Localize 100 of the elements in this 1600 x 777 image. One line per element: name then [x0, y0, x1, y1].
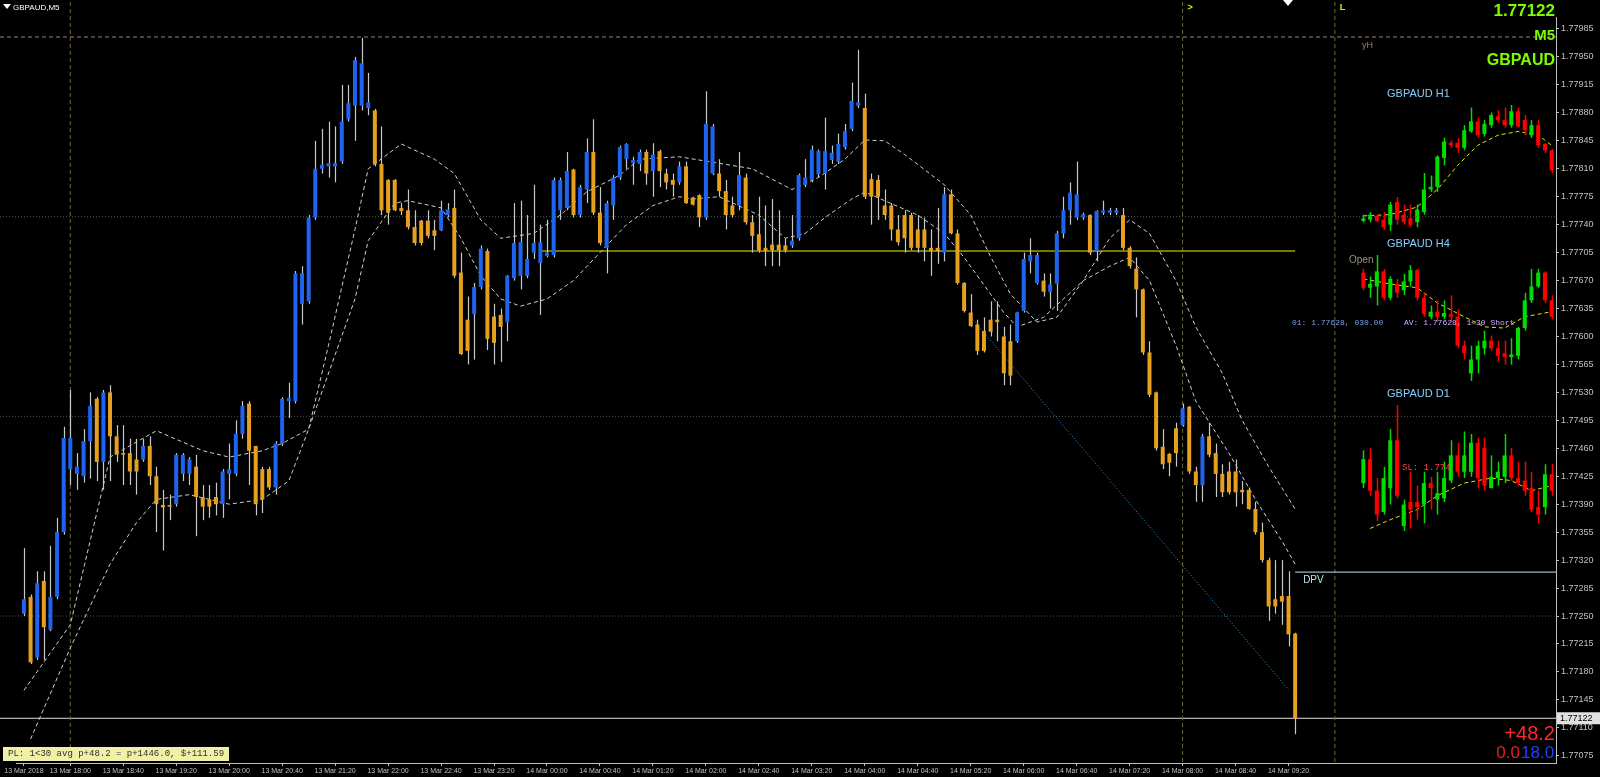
- candlestick: [1246, 486, 1251, 511]
- y-tick-label: 1.77600: [1561, 330, 1594, 341]
- candlestick: [1361, 449, 1366, 489]
- candlestick: [631, 156, 636, 186]
- y-tick-label: 1.77705: [1561, 247, 1594, 258]
- candlestick: [1408, 471, 1413, 530]
- candlestick: [1442, 299, 1447, 321]
- ref-line-label: 1.77122: [1560, 712, 1593, 723]
- candlestick: [650, 142, 655, 198]
- candlestick: [763, 204, 768, 267]
- candlestick: [750, 214, 755, 254]
- y-tick-label: 1.77565: [1561, 358, 1594, 369]
- annotation: +48.2: [1504, 721, 1555, 744]
- y-tick-label: 1.77250: [1561, 610, 1594, 621]
- candlestick: [770, 198, 775, 267]
- chart-title: GBPAUD D1: [1387, 387, 1450, 400]
- candlestick: [1374, 477, 1379, 522]
- candlestick: [929, 228, 933, 277]
- candlestick: [1462, 124, 1467, 152]
- candlestick: [842, 123, 847, 151]
- annotation: 01: 1.77628, 030.00: [1292, 318, 1384, 328]
- candlestick: [1509, 447, 1514, 482]
- candlestick: [531, 184, 536, 260]
- candlestick: [1220, 463, 1225, 498]
- candlestick: [1415, 484, 1420, 521]
- annotation: Open: [1349, 253, 1374, 265]
- candlestick: [968, 293, 973, 328]
- candlestick: [538, 224, 543, 316]
- y-tick-label: 1.77845: [1561, 135, 1594, 146]
- chart-title: GBPAUD,M5: [13, 3, 61, 13]
- candlestick: [1516, 106, 1521, 129]
- candlestick: [1462, 339, 1467, 361]
- candlestick: [21, 547, 26, 617]
- y-tick-label: 1.77775: [1561, 191, 1594, 202]
- candlestick: [1408, 264, 1413, 288]
- candlestick: [1074, 160, 1079, 221]
- y-tick-label: 1.77215: [1561, 638, 1594, 649]
- candlestick: [756, 196, 761, 254]
- candlestick: [1415, 203, 1420, 228]
- candlestick: [1028, 237, 1033, 274]
- candlestick: [1475, 116, 1480, 139]
- candlestick: [319, 128, 324, 175]
- y-tick-label: 1.77495: [1561, 414, 1594, 425]
- candlestick: [1549, 294, 1554, 321]
- candlestick: [1536, 268, 1541, 289]
- candlestick: [1502, 339, 1507, 366]
- candlestick: [1522, 460, 1527, 497]
- candlestick: [1489, 454, 1494, 489]
- chart-title: GBPAUD H1: [1387, 87, 1450, 100]
- annotation: 1.77122: [1493, 0, 1555, 20]
- candlestick: [1368, 275, 1373, 299]
- candlestick: [1442, 137, 1447, 167]
- candlestick: [1502, 433, 1507, 484]
- candlestick: [1421, 172, 1426, 216]
- candlestick: [1207, 422, 1212, 458]
- candlestick: [1421, 471, 1426, 525]
- candlestick: [1273, 559, 1278, 615]
- candlestick: [439, 200, 444, 232]
- candlestick: [829, 144, 834, 165]
- candlestick: [1401, 498, 1406, 532]
- candlestick: [664, 168, 669, 191]
- candlestick: [167, 494, 172, 521]
- candlestick: [1160, 428, 1165, 470]
- candlestick: [1401, 273, 1406, 297]
- candlestick: [525, 214, 530, 279]
- candlestick: [1388, 275, 1393, 302]
- candlestick: [1226, 461, 1231, 496]
- y-tick-label: 1.77635: [1561, 303, 1594, 314]
- candlestick: [1435, 471, 1440, 516]
- candlestick: [1529, 471, 1534, 513]
- candlestick: [895, 214, 900, 247]
- ref-line-label: L: [1339, 2, 1346, 13]
- y-tick-label: 1.77355: [1561, 526, 1594, 537]
- candlestick: [1361, 268, 1366, 292]
- candlestick: [677, 160, 682, 186]
- candlestick: [1394, 196, 1399, 226]
- candlestick: [1502, 106, 1507, 129]
- candlestick: [1213, 442, 1218, 498]
- y-tick-label: 1.77740: [1561, 219, 1594, 230]
- candlestick: [657, 148, 662, 188]
- candlestick: [776, 209, 781, 267]
- candlestick: [187, 456, 192, 486]
- candlestick: [1529, 268, 1534, 304]
- candlestick: [1495, 460, 1500, 487]
- candlestick: [1068, 181, 1073, 226]
- y-tick-label: 1.77075: [1561, 750, 1594, 761]
- y-tick-label: 1.77460: [1561, 442, 1594, 453]
- y-tick-label: 1.77985: [1561, 23, 1594, 34]
- candlestick: [346, 84, 351, 123]
- candlestick: [1041, 272, 1046, 298]
- candlestick: [1455, 442, 1460, 478]
- candlestick: [816, 148, 821, 179]
- candlestick: [425, 209, 430, 239]
- candlestick: [1509, 104, 1514, 129]
- candlestick: [1549, 148, 1554, 174]
- annotation: GBPAUD: [1486, 51, 1555, 69]
- candlestick: [1468, 106, 1473, 134]
- y-tick-label: 1.77915: [1561, 79, 1594, 90]
- candlestick: [1048, 272, 1053, 310]
- candlestick: [803, 158, 808, 188]
